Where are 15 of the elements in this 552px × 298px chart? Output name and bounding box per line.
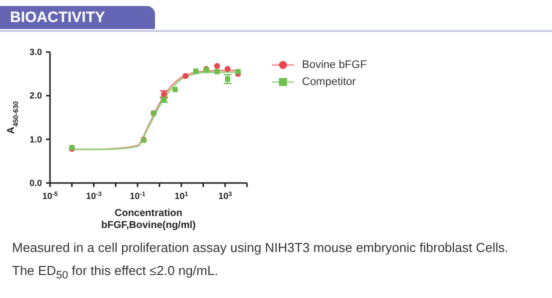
y-tick-label: 0.0 — [29, 178, 42, 188]
legend-label: Bovine bFGF — [302, 58, 367, 70]
chart-title: BIOACTIVITY — [0, 6, 156, 29]
text: The ED$_{50}$ for this effect ≤2.0 ng/mL. — [12, 262, 220, 284]
x-tick-label: 10$^{1}$ — [174, 190, 189, 201]
x-axis-title: Concentration bFGF,Bovine(ng/ml) — [101, 208, 196, 231]
y-tick-label: 3.0 — [29, 47, 42, 57]
x-tick-label: 10$^{-3}$ — [86, 190, 102, 201]
y-tick-label: 2.0 — [29, 90, 42, 101]
y-tick-label: 1.0 — [29, 134, 42, 144]
x-tick-label: 10$^{-5}$ — [42, 190, 58, 201]
text: Measured in a cell proliferation assay using NIH3T3 mouse embryonic fibroblast Cells. — [12, 239, 508, 257]
legend-label: Competitor — [302, 76, 356, 88]
x-tick-label: 10$^{3}$ — [218, 190, 232, 201]
x-tick-label: 10$^{-1}$ — [130, 190, 146, 201]
